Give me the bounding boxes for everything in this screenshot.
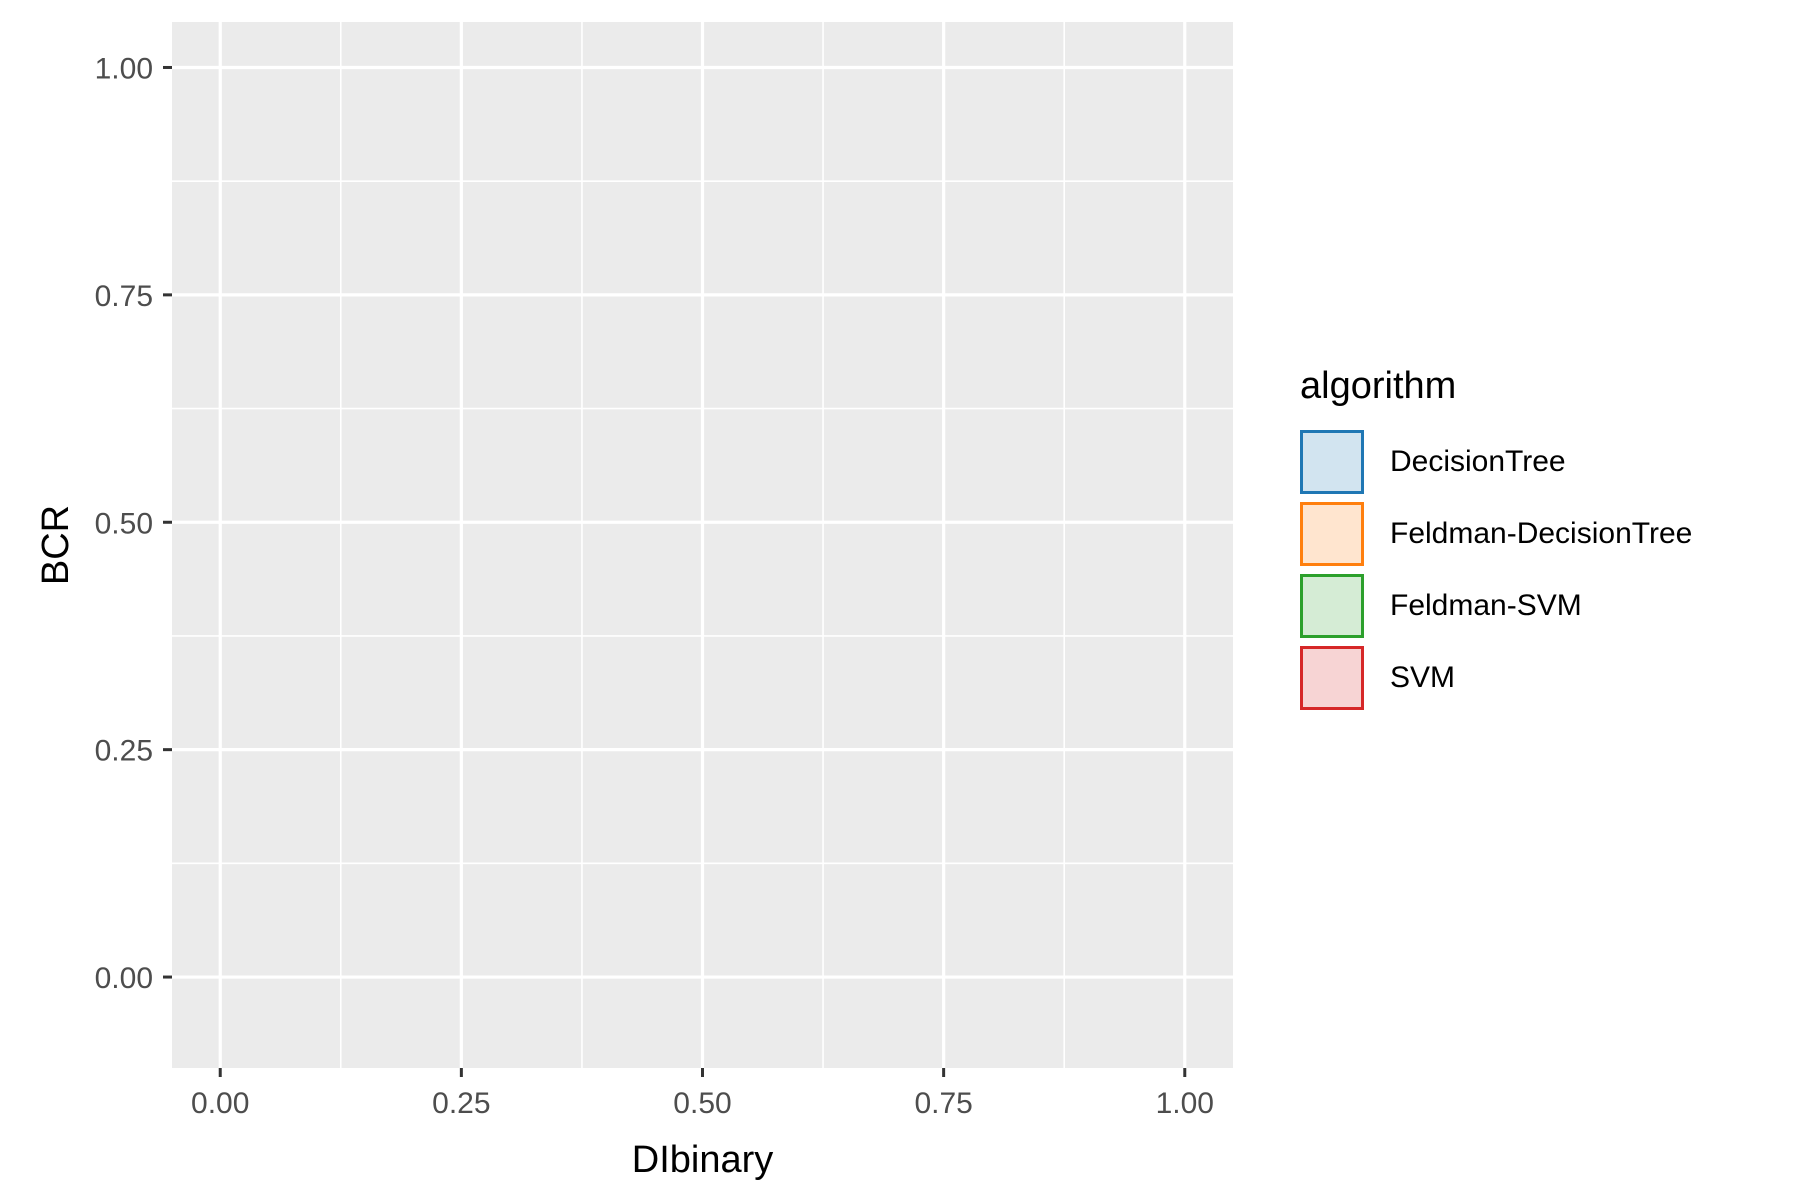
legend-label-decisiontree: DecisionTree bbox=[1390, 445, 1566, 478]
legend-label-svm: SVM bbox=[1390, 661, 1456, 694]
legend-key-decisiontree bbox=[1300, 430, 1364, 494]
y-tick-label: 0.75 bbox=[95, 280, 153, 313]
legend-label-feldman-svm: Feldman-SVM bbox=[1390, 589, 1582, 622]
chart-plot: 0.00 0.25 0.50 0.75 1.00 0.00 0.25 0.50 0.75 1.0… bbox=[35, 22, 1233, 1181]
legend-item-feldman-decisiontree: Feldman-DecisionTree bbox=[1300, 498, 1780, 570]
major-gridlines bbox=[172, 22, 1233, 1068]
legend-label-feldman-decisiontree: Feldman-DecisionTree bbox=[1390, 517, 1693, 550]
y-axis: 0.00 0.25 0.50 0.75 1.00 bbox=[95, 52, 172, 995]
y-tick-label: 0.50 bbox=[95, 507, 153, 540]
x-tick-label: 1.00 bbox=[1156, 1087, 1214, 1120]
x-axis: 0.00 0.25 0.50 0.75 1.00 bbox=[191, 1068, 1214, 1120]
x-axis-title: DIbinary bbox=[632, 1139, 774, 1181]
y-tick-label: 0.00 bbox=[95, 962, 153, 995]
legend-key-feldman-svm bbox=[1300, 574, 1364, 638]
x-tick-label: 0.75 bbox=[914, 1087, 972, 1120]
x-tick-label: 0.50 bbox=[673, 1087, 731, 1120]
y-tick-label: 0.25 bbox=[95, 735, 153, 768]
x-tick-label: 0.25 bbox=[432, 1087, 490, 1120]
x-tick-label: 0.00 bbox=[191, 1087, 249, 1120]
y-axis-title: BCR bbox=[35, 505, 77, 585]
legend-key-svm bbox=[1300, 646, 1364, 710]
legend-key-feldman-decisiontree bbox=[1300, 502, 1364, 566]
legend-item-svm: SVM bbox=[1300, 642, 1780, 714]
legend-item-feldman-svm: Feldman-SVM bbox=[1300, 570, 1780, 642]
y-tick-label: 1.00 bbox=[95, 52, 153, 85]
legend-item-decisiontree: DecisionTree bbox=[1300, 426, 1780, 498]
legend: algorithm DecisionTree Feldman-DecisionT… bbox=[1300, 365, 1780, 714]
legend-title: algorithm bbox=[1300, 365, 1457, 407]
